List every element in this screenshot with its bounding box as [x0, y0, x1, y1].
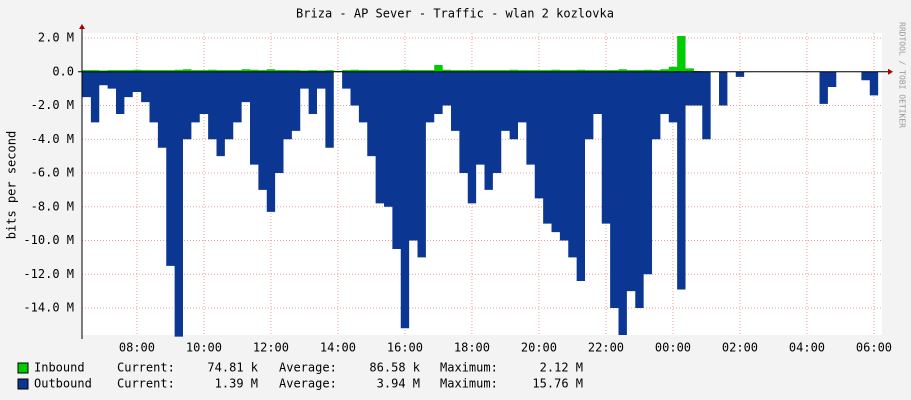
y-tick-label: 0.0	[52, 64, 74, 78]
x-tick-label: 00:00	[655, 341, 691, 355]
x-tick-label: 10:00	[186, 341, 222, 355]
legend-stat: Maximum:	[440, 377, 498, 391]
y-tick-label: -10.0 M	[23, 233, 74, 247]
legend-stat: Average:	[279, 377, 337, 391]
y-axis-arrow	[79, 24, 85, 29]
x-tick-label: 16:00	[387, 341, 423, 355]
legend-stat: Average:	[279, 361, 337, 375]
x-axis-arrow	[888, 68, 893, 75]
y-tick-label: -12.0 M	[23, 267, 74, 281]
y-tick-label: -14.0 M	[23, 301, 74, 315]
y-tick-label: -8.0 M	[31, 199, 74, 213]
x-tick-label: 02:00	[722, 341, 758, 355]
legend-stat: Current:	[117, 377, 175, 391]
x-tick-label: 18:00	[454, 341, 490, 355]
side-note: RRDTOOL / TOBI OETIKER	[898, 22, 907, 128]
y-tick-label: -4.0 M	[31, 132, 74, 146]
legend-label: Outbound	[34, 377, 92, 391]
legend-stat: 74.81 k	[207, 361, 258, 375]
legend-stat: 1.39 M	[215, 377, 258, 391]
chart-title: Briza - AP Sever - Traffic - wlan 2 kozl…	[296, 7, 614, 21]
y-tick-label: -6.0 M	[31, 166, 74, 180]
legend-stat: 3.94 M	[377, 377, 420, 391]
x-tick-label: 06:00	[856, 341, 892, 355]
legend-stat: 2.12 M	[540, 361, 583, 375]
y-axis-label: bits per second	[5, 131, 19, 239]
x-tick-label: 20:00	[521, 341, 557, 355]
legend-label: Inbound	[34, 361, 85, 375]
area-outbound	[82, 71, 879, 337]
area-inbound	[82, 36, 879, 72]
y-tick-label: 2.0 M	[38, 31, 74, 45]
legend-stat: 86.58 k	[369, 361, 420, 375]
x-tick-label: 14:00	[320, 341, 356, 355]
legend-stat: Current:	[117, 361, 175, 375]
x-tick-label: 12:00	[253, 341, 289, 355]
legend-stat: Maximum:	[440, 361, 498, 375]
legend-stat: 15.76 M	[532, 377, 583, 391]
legend-swatch	[17, 378, 29, 390]
legend-swatch	[17, 362, 29, 374]
x-tick-label: 08:00	[119, 341, 155, 355]
y-tick-label: -2.0 M	[31, 98, 74, 112]
x-tick-label: 04:00	[789, 341, 825, 355]
x-tick-label: 22:00	[588, 341, 624, 355]
